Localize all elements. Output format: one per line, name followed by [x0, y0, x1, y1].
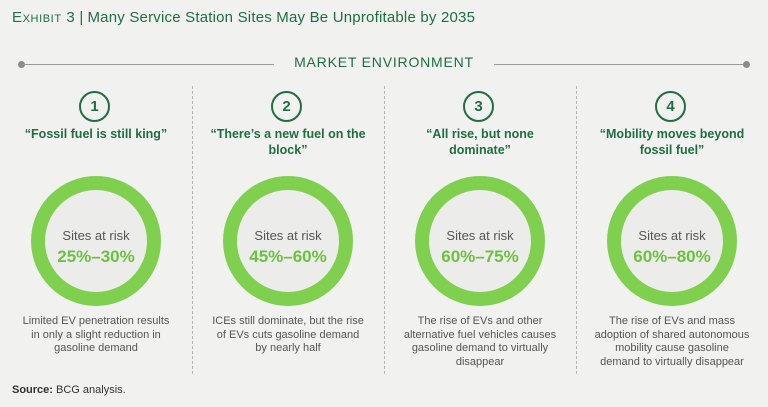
source-note: Source: BCG analysis.	[12, 384, 126, 396]
risk-value: 25%–30%	[57, 247, 135, 266]
sites-at-risk-ring: Sites at risk 60%–80%	[607, 176, 737, 306]
risk-value: 60%–75%	[441, 247, 519, 266]
divider-dot-right	[743, 61, 750, 68]
exhibit-number: Exhibit 3	[12, 9, 76, 26]
scenario-column-1: 1 “Fossil fuel is still king” Sites at r…	[0, 86, 192, 378]
divider-line-left	[22, 64, 274, 65]
risk-label: Sites at risk	[446, 228, 514, 243]
scenario-description: ICEs still dominate, but the rise of EVs…	[212, 315, 364, 354]
exhibit-title-text: Many Service Station Sites May Be Unprof…	[87, 9, 476, 26]
risk-label: Sites at risk	[62, 228, 130, 243]
section-divider: MARKET ENVIRONMENT	[18, 54, 750, 76]
scenario-number-badge: 3	[463, 91, 494, 122]
scenario-number-badge: 4	[655, 91, 686, 122]
scenario-column-4: 4 “Mobility moves beyond fossil fuel” Si…	[576, 86, 768, 378]
risk-value: 45%–60%	[249, 247, 327, 266]
source-label: Source:	[12, 384, 53, 396]
risk-label: Sites at risk	[638, 228, 706, 243]
scenario-heading: “Fossil fuel is still king”	[24, 127, 168, 141]
scenario-heading: “All rise, but none dominate”	[426, 127, 534, 157]
scenario-description: The rise of EVs and mass adoption of sha…	[594, 315, 750, 368]
scenario-heading: “There’s a new fuel on the block”	[210, 127, 366, 157]
title-separator: |	[79, 9, 84, 26]
scenario-description: Limited EV penetration results in only a…	[22, 315, 170, 354]
risk-label: Sites at risk	[254, 228, 322, 243]
exhibit-title: Exhibit 3 | Many Service Station Sites May…	[12, 9, 475, 26]
divider-dot-left	[18, 61, 25, 68]
scenario-columns: 1 “Fossil fuel is still king” Sites at r…	[0, 86, 768, 378]
scenario-column-3: 3 “All rise, but none dominate” Sites at…	[384, 86, 576, 378]
divider-line-right	[494, 64, 746, 65]
scenario-column-2: 2 “There’s a new fuel on the block” Site…	[192, 86, 384, 378]
section-label: MARKET ENVIRONMENT	[294, 54, 474, 70]
scenario-number-badge: 2	[271, 91, 302, 122]
source-text: BCG analysis.	[56, 384, 126, 396]
risk-value: 60%–80%	[633, 247, 711, 266]
scenario-description: The rise of EVs and other alternative fu…	[403, 315, 557, 368]
sites-at-risk-ring: Sites at risk 45%–60%	[223, 176, 353, 306]
scenario-heading: “Mobility moves beyond fossil fuel”	[599, 127, 745, 157]
sites-at-risk-ring: Sites at risk 60%–75%	[415, 176, 545, 306]
scenario-number-badge: 1	[79, 91, 110, 122]
sites-at-risk-ring: Sites at risk 25%–30%	[31, 176, 161, 306]
